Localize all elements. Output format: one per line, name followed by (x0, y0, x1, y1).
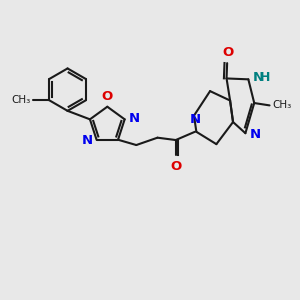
Text: O: O (101, 90, 112, 103)
Text: O: O (223, 46, 234, 59)
Text: N: N (250, 128, 261, 141)
Text: N: N (129, 112, 140, 125)
Text: CH₃: CH₃ (11, 95, 31, 105)
Text: CH₃: CH₃ (272, 100, 292, 110)
Text: N: N (81, 134, 92, 147)
Text: N: N (189, 113, 200, 127)
Text: N: N (253, 71, 264, 84)
Text: H: H (260, 71, 270, 84)
Text: O: O (170, 160, 182, 173)
